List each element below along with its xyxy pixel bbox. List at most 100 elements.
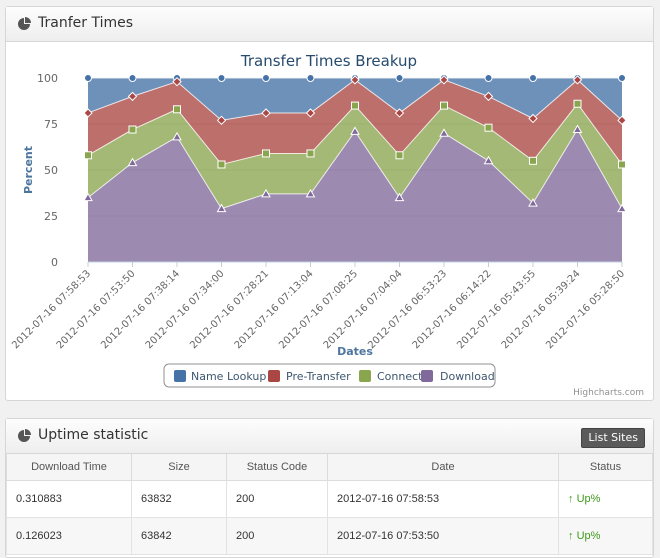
legend-item: Pre-Transfer: [286, 370, 351, 383]
uptime-panel: Uptime statistic List Sites Download Tim…: [5, 418, 654, 558]
data-point: [618, 74, 626, 82]
panel-title: Uptime statistic: [38, 427, 149, 443]
data-point: [305, 188, 316, 198]
cell-date: 2012-07-16 07:53:50: [327, 517, 559, 555]
cell-status-code: 200: [226, 480, 328, 518]
data-point: [617, 115, 627, 126]
legend-swatch: [421, 370, 433, 382]
legend-swatch: [268, 370, 280, 382]
data-point: [350, 126, 360, 135]
col-status-code[interactable]: Status Code: [226, 454, 328, 481]
data-point: [572, 75, 583, 85]
cell-status: ↑ Up%: [558, 480, 653, 518]
data-point: [572, 124, 583, 134]
table-header-row: Download Time Size Status Code Date Stat…: [6, 454, 653, 481]
data-point: [573, 99, 582, 108]
panel-title: Tranfer Times: [38, 15, 134, 31]
data-point: [305, 108, 316, 118]
data-point: [172, 76, 182, 87]
data-point: [439, 128, 449, 137]
y-tick-label: 50: [44, 164, 58, 177]
data-point: [484, 74, 493, 82]
data-point: [217, 74, 226, 82]
legend-swatch: [359, 370, 371, 382]
cell-download-time: 0.310883: [6, 480, 132, 518]
panel-header: Tranfer Times: [6, 7, 653, 42]
cell-size: 63832: [131, 480, 227, 518]
data-point: [529, 156, 537, 165]
data-point: [128, 74, 137, 82]
data-point: [173, 105, 181, 114]
cell-status: ↑ Up%: [558, 517, 653, 555]
data-point: [440, 101, 448, 110]
pie-chart-icon: [18, 17, 31, 30]
data-point: [483, 91, 494, 102]
data-point: [262, 149, 270, 158]
arrow-up-icon: ↑: [568, 530, 574, 542]
x-tick-label: 2012-07-16 07:53:50: [55, 268, 138, 351]
legend-box: [163, 363, 496, 388]
x-tick-label: 2012-07-16 07:08:25: [277, 268, 360, 351]
col-size[interactable]: Size: [131, 454, 227, 481]
legend-item: Connect: [377, 370, 423, 383]
x-tick-label: 2012-07-16 06:53:23: [366, 268, 449, 351]
x-tick-label: 2012-07-16 07:38:14: [99, 268, 182, 351]
data-point: [127, 157, 138, 167]
data-point: [83, 108, 93, 118]
y-axis-label: Percent: [22, 146, 35, 194]
data-point: [128, 125, 137, 134]
cell-date: 2012-07-16 07:58:53: [327, 480, 559, 518]
cell-status-code: 200: [226, 517, 328, 555]
col-date[interactable]: Date: [327, 454, 559, 481]
data-point: [306, 74, 315, 82]
x-tick-label: 2012-07-16 05:43:55: [455, 268, 538, 351]
y-tick-label: 0: [51, 256, 58, 269]
x-tick-label: 2012-07-16 05:39:24: [500, 268, 583, 351]
arrow-up-icon: ↑: [568, 493, 574, 505]
data-point: [529, 74, 537, 82]
table-row: 0.126023 63842 200 2012-07-16 07:53:50 ↑…: [6, 517, 653, 555]
x-tick-label: 2012-07-16 07:34:00: [144, 268, 227, 351]
panel-header: Uptime statistic List Sites: [6, 419, 653, 454]
data-point: [439, 75, 449, 85]
data-point: [395, 151, 404, 160]
data-point: [216, 203, 227, 213]
transfer-times-chart: Transfer Times Breakup 0 25 50 75 100 Percent 2…: [10, 52, 644, 398]
x-axis-label: Dates: [337, 345, 373, 358]
col-status[interactable]: Status: [558, 454, 653, 481]
x-tick-label: 2012-07-16 06:14:22: [411, 268, 494, 351]
data-point: [483, 155, 494, 165]
data-point: [84, 74, 92, 82]
cell-download-time: 0.126023: [6, 517, 132, 555]
data-point: [261, 108, 271, 118]
data-point: [262, 74, 270, 82]
y-tick-label: 75: [44, 118, 58, 131]
x-tick-label: 2012-07-16 07:58:53: [10, 268, 93, 351]
x-tick-label: 2012-07-16 07:28:21: [188, 268, 271, 351]
cell-size: 63842: [131, 517, 227, 555]
list-sites-button[interactable]: List Sites: [581, 428, 645, 448]
data-point: [127, 91, 138, 102]
chart-title: Transfer Times Breakup: [240, 52, 417, 70]
data-point: [351, 101, 359, 110]
data-point: [172, 131, 182, 141]
data-point: [528, 198, 538, 207]
x-tick-label: 2012-07-16 07:13:04: [233, 268, 316, 351]
col-download-time[interactable]: Download Time: [6, 454, 132, 481]
data-point: [394, 192, 405, 202]
legend-swatch: [174, 370, 186, 382]
data-point: [395, 74, 404, 82]
status-text: Up%: [576, 530, 601, 542]
data-point: [84, 151, 92, 160]
data-point: [528, 113, 538, 124]
data-point: [350, 75, 360, 85]
y-tick-label: 100: [37, 72, 58, 85]
data-point: [484, 123, 493, 132]
data-point: [306, 149, 315, 158]
data-point: [617, 203, 627, 213]
uptime-table: Download Time Size Status Code Date Stat…: [6, 454, 653, 555]
pie-chart-icon: [18, 429, 31, 442]
legend-item: Name Lookup: [191, 370, 266, 383]
data-point: [83, 192, 93, 202]
legend-item: Download: [440, 370, 495, 383]
